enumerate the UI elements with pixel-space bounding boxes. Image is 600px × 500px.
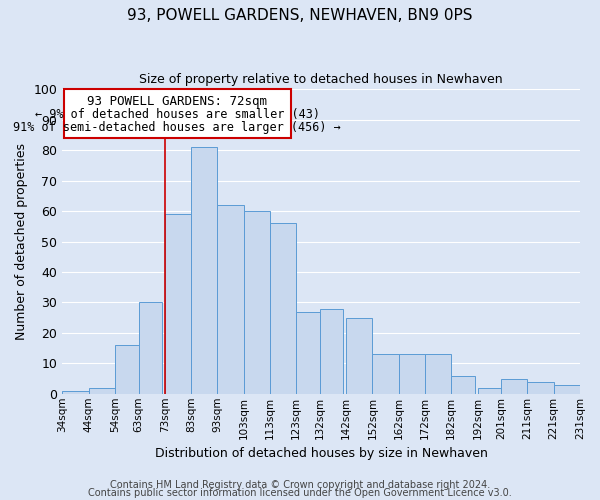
Bar bbox=[217, 205, 244, 394]
Title: Size of property relative to detached houses in Newhaven: Size of property relative to detached ho… bbox=[139, 72, 503, 86]
X-axis label: Distribution of detached houses by size in Newhaven: Distribution of detached houses by size … bbox=[155, 447, 488, 460]
Bar bbox=[296, 312, 320, 394]
Text: 93, POWELL GARDENS, NEWHAVEN, BN9 0PS: 93, POWELL GARDENS, NEWHAVEN, BN9 0PS bbox=[127, 8, 473, 22]
Bar bbox=[320, 308, 343, 394]
Bar bbox=[89, 388, 115, 394]
Bar bbox=[139, 302, 162, 394]
Bar bbox=[478, 388, 501, 394]
Bar bbox=[398, 354, 425, 394]
FancyBboxPatch shape bbox=[64, 90, 291, 138]
Bar bbox=[244, 211, 270, 394]
Text: Contains public sector information licensed under the Open Government Licence v3: Contains public sector information licen… bbox=[88, 488, 512, 498]
Bar bbox=[451, 376, 475, 394]
Bar bbox=[191, 148, 217, 394]
Text: 93 POWELL GARDENS: 72sqm: 93 POWELL GARDENS: 72sqm bbox=[87, 95, 267, 108]
Bar bbox=[62, 390, 89, 394]
Bar bbox=[373, 354, 398, 394]
Bar bbox=[527, 382, 554, 394]
Bar bbox=[501, 378, 527, 394]
Bar bbox=[270, 224, 296, 394]
Bar bbox=[115, 345, 141, 394]
Bar bbox=[346, 318, 373, 394]
Y-axis label: Number of detached properties: Number of detached properties bbox=[15, 143, 28, 340]
Bar bbox=[425, 354, 451, 394]
Text: ← 9% of detached houses are smaller (43): ← 9% of detached houses are smaller (43) bbox=[35, 108, 320, 122]
Text: 91% of semi-detached houses are larger (456) →: 91% of semi-detached houses are larger (… bbox=[13, 122, 341, 134]
Bar bbox=[165, 214, 191, 394]
Text: Contains HM Land Registry data © Crown copyright and database right 2024.: Contains HM Land Registry data © Crown c… bbox=[110, 480, 490, 490]
Bar bbox=[554, 384, 580, 394]
